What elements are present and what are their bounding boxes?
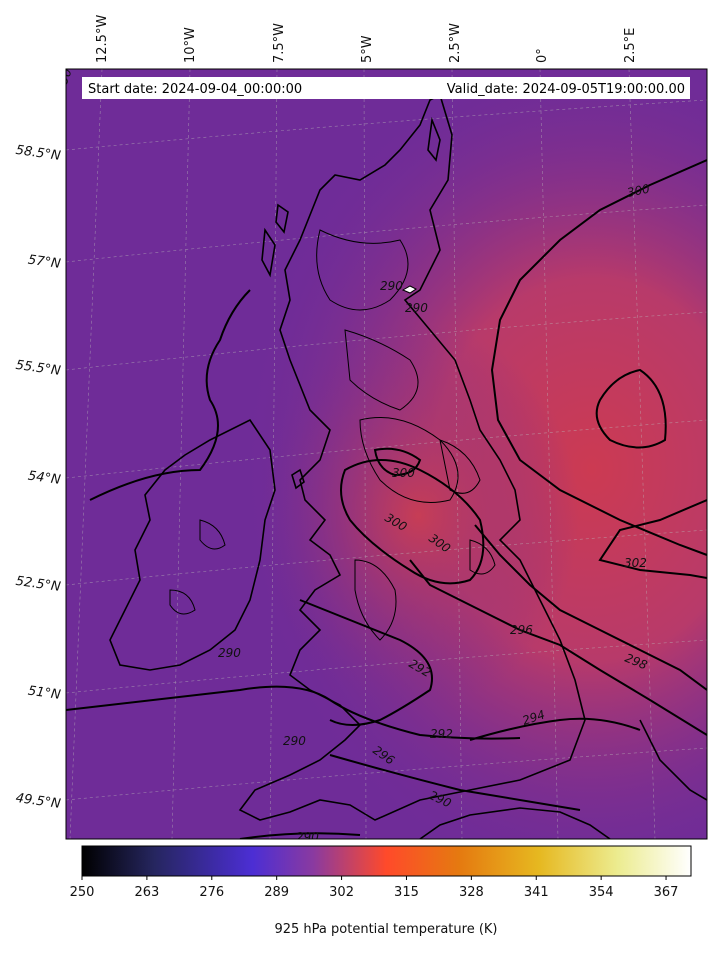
- lat-label: 55.5°N: [15, 358, 62, 379]
- lat-label: 49.5°N: [15, 791, 62, 812]
- colorbar-tick-label: 289: [264, 885, 289, 900]
- contour-label: 290: [405, 301, 428, 315]
- graticule: [66, 69, 707, 839]
- contour-label: 302: [624, 556, 647, 570]
- hebrides-south: [275, 203, 289, 234]
- contour-label: 300: [392, 466, 415, 480]
- contour-294: [469, 717, 641, 741]
- contour-302: [598, 499, 707, 579]
- contour-label: 292: [430, 727, 453, 741]
- contour-300-outer: [490, 159, 707, 556]
- contour-label: 294: [521, 707, 547, 727]
- terrain-contours: [169, 229, 496, 641]
- lat-label: 51°N: [27, 684, 62, 703]
- contour-302-closed: [595, 368, 667, 449]
- contour-290-bottom: [239, 832, 361, 839]
- colorbar-gradient: [81, 845, 692, 877]
- colorbar-ticks: 250 263 276 289 302 315 328 341 354 367: [70, 876, 679, 900]
- colorbar-tick-label: 263: [134, 885, 159, 900]
- contour-290-south: [66, 685, 521, 740]
- valid-date-text: Valid_date: 2024-09-05T19:00:00.00: [447, 82, 685, 97]
- colorbar-tick-label: 354: [589, 885, 614, 900]
- lon-label: 2.5°W: [448, 23, 463, 63]
- lon-label: 0°: [535, 48, 550, 63]
- ireland-coast: [109, 418, 276, 671]
- colorbar-tick-label: 367: [654, 885, 679, 900]
- contour-300-small: [373, 447, 422, 477]
- lon-label: 5°W: [360, 35, 375, 63]
- contour-label: 300: [626, 181, 652, 200]
- contour-label: 290: [283, 734, 306, 748]
- lon-label: 12.5°W: [95, 15, 110, 63]
- colorbar-tick-label: 302: [329, 885, 354, 900]
- great-britain-coast: [238, 93, 586, 821]
- lon-label: 10°W: [183, 27, 198, 63]
- longitude-labels: 12.5°W 10°W 7.5°W 5°W 2.5°W 0° 2.5°E: [95, 15, 638, 63]
- missing-data-spot: [401, 285, 417, 294]
- date-annotation-box: [82, 77, 690, 99]
- contour-300-inland: [340, 459, 485, 585]
- lat-label: 52.5°N: [15, 574, 62, 595]
- colorbar-title: 925 hPa potential temperature (K): [274, 922, 497, 937]
- contour-label: 290: [218, 646, 241, 660]
- colorbar-tick-label: 276: [199, 885, 224, 900]
- isotherm-contours: [66, 159, 707, 839]
- contour-292: [299, 599, 433, 726]
- contour-290-west: [89, 289, 251, 501]
- contour-296: [409, 559, 707, 736]
- inland-warm-region: [66, 69, 707, 839]
- contour-label: 290: [380, 279, 403, 293]
- coastlines: [109, 93, 707, 839]
- contour-label: 296: [510, 623, 533, 637]
- start-date-text: Start date: 2024-09-04_00:00:00: [88, 82, 302, 97]
- map-frame: [65, 68, 708, 840]
- colorbar-tick-label: 341: [524, 885, 549, 900]
- lat-label: 54°N: [27, 469, 62, 488]
- colorbar: 250 263 276 289 302 315 328 341 354 367 925 hPa p…: [70, 845, 692, 937]
- lat-label: 58.5°N: [15, 143, 62, 164]
- continent-coast: [639, 719, 707, 801]
- colorbar-tick-label: 328: [459, 885, 484, 900]
- lat-label: 57°N: [27, 253, 62, 272]
- colorbar-tick-label: 315: [394, 885, 419, 900]
- lon-label: 7.5°W: [272, 23, 287, 63]
- shetland-islands: [427, 116, 441, 162]
- france-coast: [419, 807, 611, 839]
- contour-label: 290: [296, 830, 319, 844]
- hebrides: [261, 227, 276, 278]
- contour-290-far-south: [329, 754, 581, 811]
- contour-label: 290: [54, 66, 75, 93]
- colorbar-tick-label: 250: [70, 885, 95, 900]
- contour-298: [474, 524, 707, 691]
- latitude-labels: 58.5°N 57°N 55.5°N 54°N 52.5°N 51°N 49.5…: [15, 143, 62, 812]
- lon-label: 2.5°E: [623, 28, 638, 63]
- map-panel: 290 290 300 300 300 302 300 296 298 292 …: [54, 66, 707, 844]
- isle-of-man: [291, 468, 305, 490]
